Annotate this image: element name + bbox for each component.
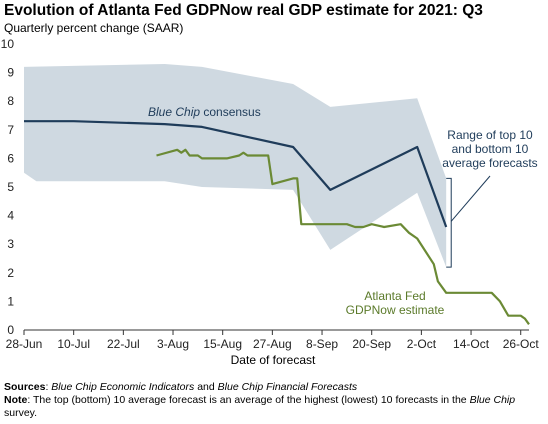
blue-chip-consensus-label: Blue Chip consensus bbox=[148, 105, 261, 119]
blue-chip-label-part: Blue Chip bbox=[148, 105, 200, 119]
chart-subtitle: Quarterly percent change (SAAR) bbox=[4, 21, 184, 35]
y-tick-label: 7 bbox=[7, 123, 14, 137]
sources-line: Sources: Blue Chip Economic Indicators a… bbox=[4, 381, 542, 394]
sources-text-1: : bbox=[45, 381, 52, 393]
y-tick-label: 4 bbox=[7, 209, 14, 223]
x-tick-label: 14-Oct bbox=[453, 337, 490, 351]
x-tick-label: 20-Sep bbox=[352, 337, 391, 351]
x-tick-label: 2-Oct bbox=[407, 337, 437, 351]
x-tick-label: 28-Jun bbox=[6, 337, 43, 351]
gdpnow-label-line-1: Atlanta Fed bbox=[364, 289, 425, 303]
x-tick-label: 27-Aug bbox=[253, 337, 292, 351]
blue-chip-consensus-line bbox=[24, 120, 448, 228]
note-line: Note: The top (bottom) 10 average foreca… bbox=[4, 394, 542, 420]
y-tick-label: 5 bbox=[7, 180, 14, 194]
gdpnow-label-line-2: GDPNow estimate bbox=[346, 303, 445, 317]
sources-text-3: and bbox=[194, 381, 218, 393]
chart-title: Evolution of Atlanta Fed GDPNow real GDP… bbox=[4, 2, 483, 19]
range-label-line-2: and bottom 10 bbox=[452, 142, 529, 156]
x-tick-label: 26-Oct bbox=[503, 337, 540, 351]
axes: 0 1 2 3 4 5 6 7 8 9 10 28-Jun 10-Jul 22-Jul 3-Aug 15-Au… bbox=[1, 37, 540, 367]
x-tick-label: 8-Sep bbox=[306, 337, 338, 351]
y-tick-label: 9 bbox=[7, 66, 14, 80]
sources-text-4: Blue Chip Financial Forecasts bbox=[217, 381, 358, 393]
chart-notes: Sources: Blue Chip Economic Indicators a… bbox=[4, 381, 542, 420]
line-chart: 0 1 2 3 4 5 6 7 8 9 10 28-Jun 10-Jul 22-Jul 3-Aug 15-Au… bbox=[1, 37, 540, 367]
x-tick-label: 10-Jul bbox=[57, 337, 90, 351]
series-layer bbox=[24, 120, 530, 325]
range-label-line-3: average forecasts bbox=[442, 156, 537, 170]
sources-label: Sources bbox=[4, 381, 46, 393]
note-text-3: survey. bbox=[4, 407, 38, 419]
y-tick-label: 0 bbox=[7, 323, 14, 337]
y-tick-label: 10 bbox=[1, 37, 15, 51]
forecast-range-band-layer bbox=[24, 64, 447, 268]
x-axis-label: Date of forecast bbox=[231, 353, 316, 367]
note-text-2: Blue Chip bbox=[469, 394, 516, 406]
note-text-1: : The top (bottom) 10 average forecast i… bbox=[27, 394, 470, 406]
range-leader-line bbox=[450, 175, 491, 222]
y-tick-label: 6 bbox=[7, 151, 14, 165]
consensus-label-part: consensus bbox=[200, 105, 261, 119]
y-tick-label: 2 bbox=[7, 266, 14, 280]
x-tick-label: 3-Aug bbox=[157, 337, 189, 351]
range-bracket bbox=[446, 177, 452, 268]
range-label-line-1: Range of top 10 bbox=[447, 128, 533, 142]
y-tick-label: 3 bbox=[7, 237, 14, 251]
sources-text-2: Blue Chip Economic Indicators bbox=[51, 381, 195, 393]
note-label: Note bbox=[4, 394, 28, 406]
x-tick-label: 15-Aug bbox=[203, 337, 242, 351]
y-tick-label: 1 bbox=[7, 294, 14, 308]
forecast-range-band bbox=[24, 64, 447, 268]
gdpnow-estimate-line bbox=[156, 148, 530, 325]
x-tick-label: 22-Jul bbox=[107, 337, 140, 351]
y-tick-label: 8 bbox=[7, 94, 14, 108]
